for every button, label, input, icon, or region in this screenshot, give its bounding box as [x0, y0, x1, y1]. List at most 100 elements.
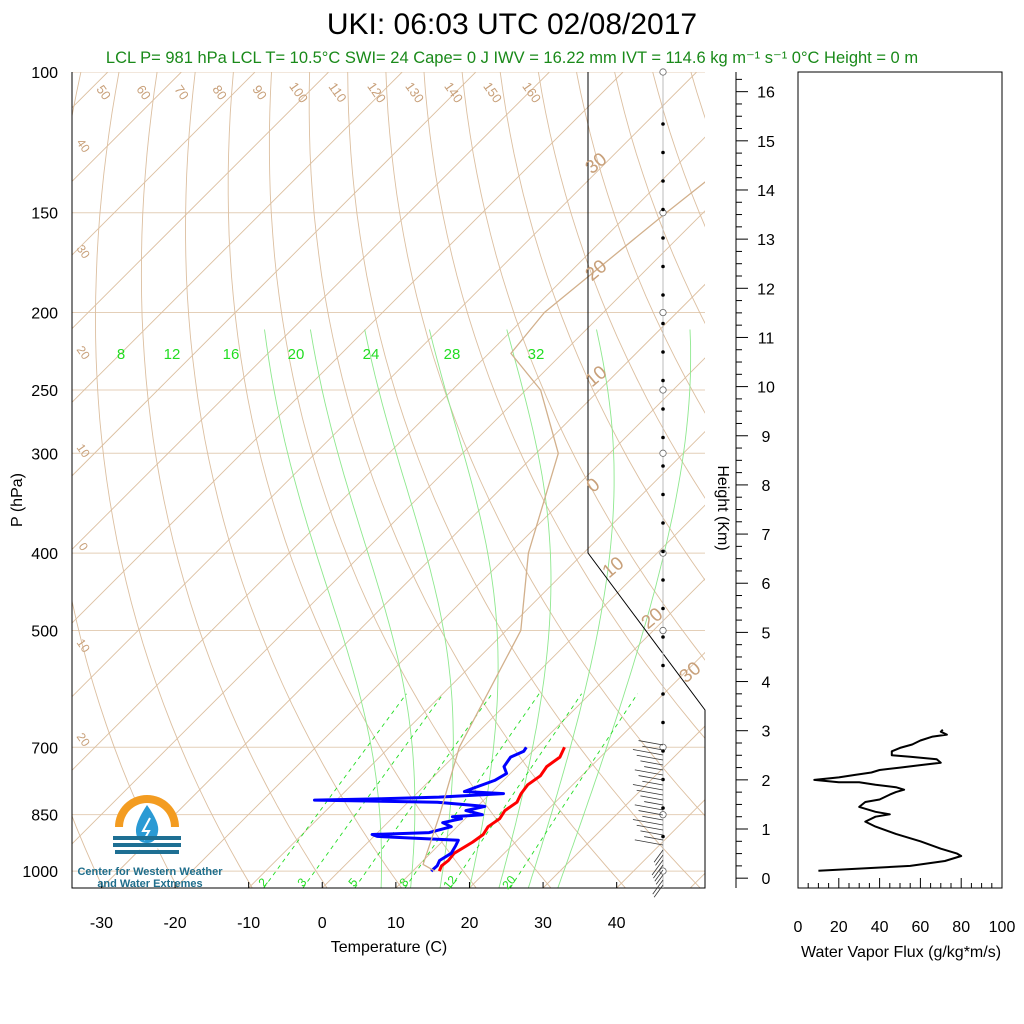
wind-barb — [651, 859, 664, 876]
chart-subtitle: LCL P= 981 hPa LCL T= 10.5°C SWI= 24 Cap… — [105, 49, 919, 67]
wind-level-circle — [659, 68, 667, 76]
pressure-tick-label: 500 — [31, 624, 58, 641]
wind-barb — [636, 824, 664, 831]
mixing-ratio-label: 8 — [396, 875, 411, 889]
wind-level-dot — [661, 293, 665, 297]
wind-barb — [632, 819, 664, 826]
isotherm-label: 20 — [74, 730, 93, 749]
wind-barb — [640, 760, 664, 766]
water-vapor-flux-panel: 0 20 40 60 80 100 Water Vapor Flux (g/kg*m/s) — [794, 71, 1016, 961]
height-tick-label: 13 — [757, 232, 775, 249]
isotherm-line — [72, 72, 403, 403]
isotherm-label: 30 — [74, 242, 93, 261]
flux-tick-label: 40 — [871, 919, 889, 936]
wind-barb — [634, 769, 664, 776]
wind-level-dot — [661, 521, 665, 525]
height-tick-label: 10 — [757, 380, 775, 397]
height-tick-label: 5 — [762, 625, 771, 642]
wind-level-dot — [661, 606, 665, 611]
mixing-ratio-label: 28 — [444, 346, 461, 363]
flux-trace — [813, 728, 963, 872]
dry-adiabat — [423, 72, 705, 740]
height-tick-label: 12 — [757, 281, 775, 298]
flux-frame — [797, 71, 1003, 889]
dry-adiabat — [268, 72, 552, 888]
pressure-tick-label: 200 — [31, 306, 58, 323]
temperature-tick-label: 10 — [387, 915, 405, 932]
wind-level-dot — [661, 464, 665, 468]
dry-adiabat — [843, 72, 1024, 888]
pressure-tick-label: 700 — [31, 740, 58, 757]
wind-barb — [655, 854, 664, 866]
wind-barb-column — [632, 68, 667, 898]
wind-barb — [638, 740, 664, 746]
dry-adiabat-label: 50 — [93, 82, 114, 102]
isotherm-line — [689, 872, 705, 888]
pressure-tick-label: 100 — [31, 65, 58, 82]
wind-level-dot — [661, 407, 665, 411]
wind-level-dot — [661, 578, 665, 582]
wind-barb — [644, 836, 664, 841]
mixing-ratio-line — [404, 693, 540, 888]
height-tick-label: 9 — [762, 429, 771, 446]
dry-adiabat — [461, 72, 705, 661]
isotherm-label: 40 — [74, 136, 93, 155]
dry-adiabat-label: 70 — [171, 82, 192, 102]
wind-level-dot — [661, 378, 665, 383]
flux-tick-label: 20 — [830, 919, 848, 936]
mixing-ratio-label: 12 — [164, 346, 181, 363]
wind-barb — [654, 869, 664, 882]
wind-level-dot — [661, 321, 665, 326]
dry-adiabat-label: 140 — [441, 79, 466, 105]
flux-tick-label: 80 — [952, 919, 970, 936]
temperature-tick-label: 40 — [608, 915, 626, 932]
dry-adiabat — [140, 72, 328, 888]
dry-adiabat — [767, 72, 1024, 888]
pressure-tick-label: 400 — [31, 546, 58, 563]
wind-level-dot — [661, 720, 665, 725]
flux-tick-label: 0 — [794, 919, 803, 936]
mixing-ratio-label: 2 — [255, 875, 270, 889]
dry-adiabat — [882, 72, 1024, 888]
dry-adiabat — [72, 72, 179, 888]
moist-adiabat — [264, 329, 382, 888]
dry-adiabat-label: 120 — [364, 79, 389, 105]
wind-barb — [634, 839, 664, 846]
isotherm-line — [72, 72, 697, 698]
wind-level-dot — [661, 777, 665, 782]
moist-adiabat — [498, 329, 552, 888]
pressure-tick-label: 1000 — [22, 864, 58, 881]
wind-level-dot — [661, 264, 665, 269]
wind-barb — [640, 795, 664, 801]
skewt-frame-outline — [71, 72, 706, 889]
isotherm-label: 20 — [74, 343, 93, 362]
isotherm-line — [72, 72, 477, 477]
mixing-ratio-line — [354, 693, 493, 888]
flux-x-axis-label: Water Vapor Flux (g/kg*m/s) — [801, 944, 1001, 961]
height-tick-label: 1 — [762, 822, 771, 839]
height-axis-label: Height (Km) — [714, 465, 731, 550]
wind-barb — [640, 830, 664, 836]
mixing-ratio-line — [302, 693, 444, 888]
trace-dew-point — [313, 746, 528, 873]
dry-adiabat-label: 110 — [326, 80, 350, 106]
isotherm-line — [72, 72, 256, 256]
flux-tick-label: 60 — [912, 919, 930, 936]
pressure-tick-label: 850 — [31, 808, 58, 825]
pressure-tick-label: 250 — [31, 383, 58, 400]
dry-adiabat-label: 100 — [286, 79, 311, 105]
wind-barb — [636, 789, 664, 796]
wind-level-circle — [659, 449, 667, 457]
isotherm-label: 10 — [599, 553, 629, 583]
height-tick-label: 15 — [757, 134, 775, 151]
height-tick-label: 11 — [758, 330, 775, 347]
isotherm-line — [72, 72, 624, 624]
flux-tick-label: 100 — [989, 919, 1016, 936]
wind-level-dot — [661, 122, 665, 126]
temperature-tick-label: 0 — [318, 915, 327, 932]
mixing-ratio-line — [509, 693, 638, 888]
wind-barb — [655, 874, 664, 885]
wind-level-dot — [661, 492, 665, 497]
mixing-ratio-label: 20 — [288, 346, 305, 363]
